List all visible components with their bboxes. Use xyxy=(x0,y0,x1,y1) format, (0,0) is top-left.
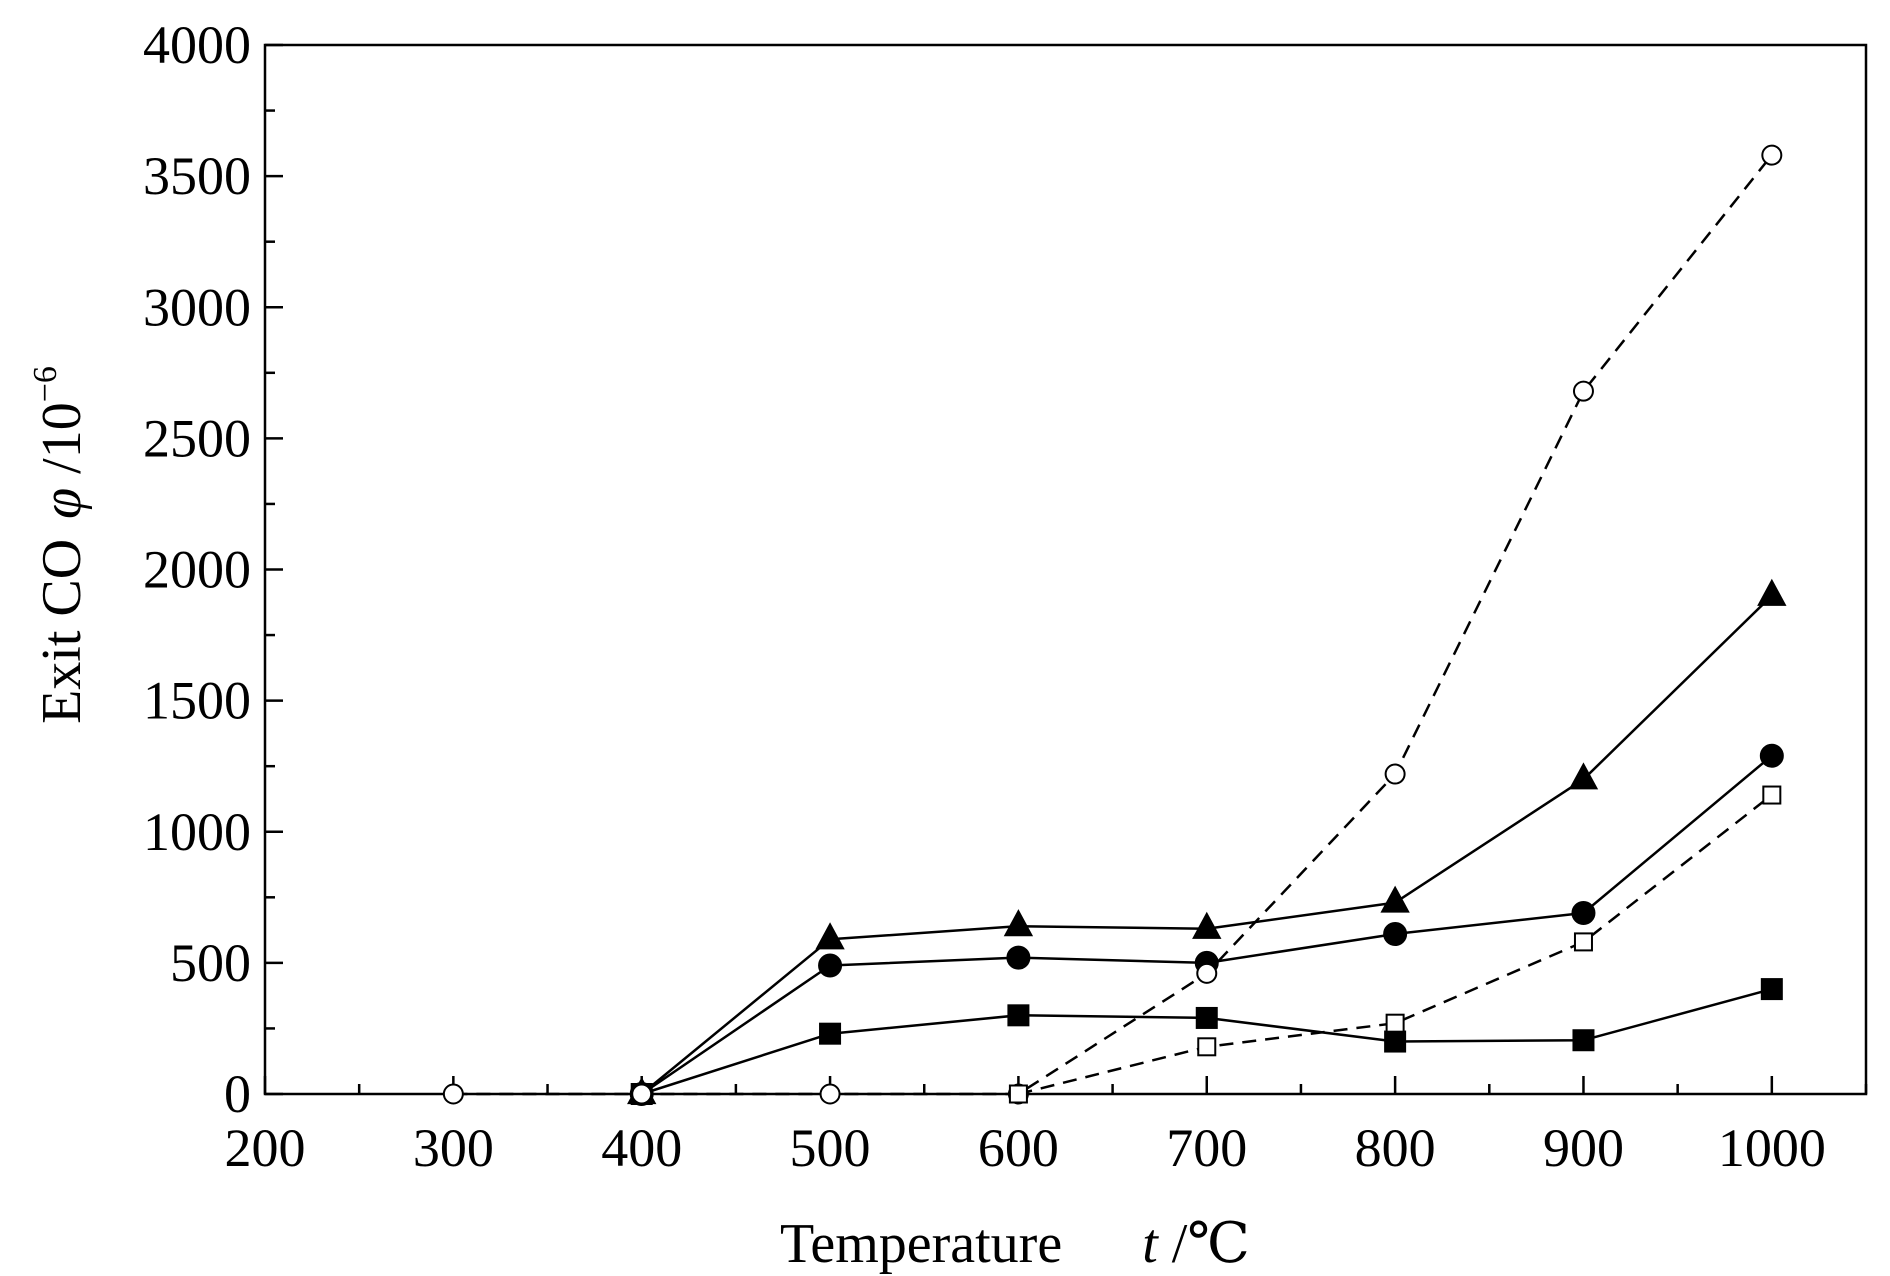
marker-open-square xyxy=(1197,1037,1217,1057)
plot-frame xyxy=(263,43,1868,1096)
marker-filled-triangle xyxy=(1003,909,1034,937)
series-markers xyxy=(442,144,1787,1106)
x-tick-label: 1000 xyxy=(1718,1118,1826,1178)
marker-filled-square xyxy=(1007,1004,1030,1027)
x-tick-label: 600 xyxy=(978,1118,1059,1178)
marker-filled-circle xyxy=(1383,922,1408,947)
y-tick-label: 1500 xyxy=(143,671,251,731)
series-lines xyxy=(453,154,1773,1096)
axis-ticks xyxy=(263,43,1868,1096)
marker-filled-circle xyxy=(1006,945,1031,970)
marker-open-circle xyxy=(819,1083,841,1105)
marker-open-square xyxy=(1573,932,1593,952)
marker-filled-triangle xyxy=(1380,885,1410,913)
marker-open-square xyxy=(1762,785,1782,805)
x-tick-label: 400 xyxy=(601,1118,682,1178)
y-tick-label: 2000 xyxy=(143,540,251,600)
x-axis-title: Temperature t /℃ xyxy=(780,1213,1250,1275)
y-tick-label: 1000 xyxy=(143,802,251,862)
x-tick-label: 700 xyxy=(1166,1118,1247,1178)
y-tick-label: 4000 xyxy=(143,15,251,75)
y-axis-title: Exit COφ /10−6 xyxy=(27,366,93,724)
marker-open-circle xyxy=(1572,380,1594,402)
marker-filled-circle xyxy=(818,953,843,978)
marker-filled-triangle xyxy=(1757,578,1787,606)
marker-filled-circle xyxy=(1571,901,1596,926)
marker-filled-triangle xyxy=(1568,762,1599,790)
marker-filled-square xyxy=(819,1022,842,1045)
y-tick-label: 500 xyxy=(170,933,251,993)
marker-open-circle xyxy=(1196,962,1218,984)
marker-filled-circle xyxy=(1759,743,1784,768)
marker-filled-square xyxy=(1760,978,1783,1001)
marker-open-square xyxy=(1008,1084,1028,1104)
series-line-4 xyxy=(453,154,1773,1096)
marker-filled-square xyxy=(1195,1006,1218,1029)
y-tick-label: 3000 xyxy=(143,277,251,337)
x-tick-label: 500 xyxy=(790,1118,871,1178)
marker-open-circle xyxy=(1384,763,1406,785)
tick-labels: 200 300 400 500 600 700 800 900 1000 0 500 1000 1500… xyxy=(143,15,1826,1178)
x-tick-label: 300 xyxy=(413,1118,494,1178)
marker-open-circle xyxy=(631,1083,653,1105)
marker-filled-triangle xyxy=(815,922,845,950)
marker-filled-square xyxy=(1384,1030,1407,1053)
x-tick-label: 200 xyxy=(225,1118,306,1178)
marker-open-square xyxy=(1385,1013,1405,1033)
x-tick-label: 800 xyxy=(1355,1118,1436,1178)
marker-open-circle xyxy=(1761,144,1783,166)
x-tick-label: 900 xyxy=(1543,1118,1624,1178)
plot-axes xyxy=(263,43,1868,1096)
y-tick-label: 0 xyxy=(224,1064,251,1124)
marker-open-circle xyxy=(442,1083,464,1105)
y-tick-label: 3500 xyxy=(143,146,251,206)
marker-filled-triangle xyxy=(1192,911,1222,939)
marker-filled-square xyxy=(1572,1029,1595,1052)
series-line-5 xyxy=(1018,794,1773,1096)
y-tick-label: 2500 xyxy=(143,408,251,468)
